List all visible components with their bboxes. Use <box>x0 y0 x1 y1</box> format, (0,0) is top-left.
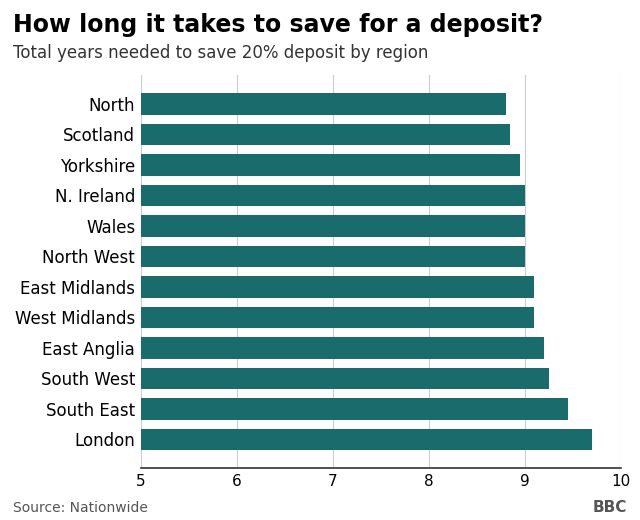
Text: How long it takes to save for a deposit?: How long it takes to save for a deposit? <box>13 13 543 37</box>
Bar <box>141 93 506 114</box>
Bar <box>141 429 592 450</box>
Bar <box>141 185 525 206</box>
Bar <box>141 398 568 420</box>
Bar <box>141 154 520 176</box>
Bar <box>141 276 534 297</box>
Bar <box>141 307 534 328</box>
Text: BBC: BBC <box>593 500 627 515</box>
Text: Source: Nationwide: Source: Nationwide <box>13 501 148 515</box>
Bar <box>141 246 525 267</box>
Bar <box>141 215 525 237</box>
Bar <box>141 368 549 389</box>
Bar <box>141 124 511 145</box>
Bar <box>141 337 544 359</box>
Text: Total years needed to save 20% deposit by region: Total years needed to save 20% deposit b… <box>13 44 428 62</box>
